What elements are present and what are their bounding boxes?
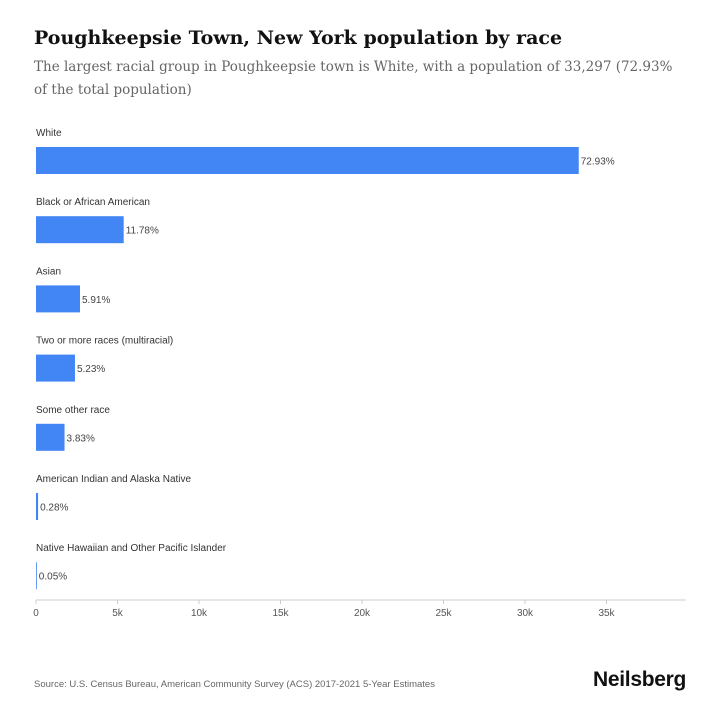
value-label: 0.05% xyxy=(39,572,67,583)
bar xyxy=(36,423,65,451)
brand-logo: Neilsberg xyxy=(593,668,686,691)
value-label: 5.91% xyxy=(82,295,110,306)
value-label: 5.23% xyxy=(77,364,105,375)
category-label: Some other race xyxy=(36,405,110,416)
value-label: 3.83% xyxy=(67,433,95,444)
x-tick-label: 30k xyxy=(517,608,534,619)
bar xyxy=(36,285,81,313)
value-label: 0.28% xyxy=(40,503,68,514)
category-label: White xyxy=(36,128,62,139)
x-tick-label: 35k xyxy=(598,608,615,619)
category-label: Two or more races (multiracial) xyxy=(36,336,173,347)
bar xyxy=(36,493,39,520)
x-tick-label: 5k xyxy=(112,608,124,619)
source-note: Source: U.S. Census Bureau, American Com… xyxy=(34,679,435,690)
bar xyxy=(36,562,37,590)
bars-layer: White 72.93% Black or African American 11.7… xyxy=(36,128,615,590)
bar xyxy=(36,147,579,174)
bar xyxy=(36,216,124,244)
x-tick-label: 10k xyxy=(191,608,208,619)
x-tick-label: 25k xyxy=(435,608,452,619)
category-label: American Indian and Alaska Native xyxy=(36,474,192,485)
x-tick-label: 20k xyxy=(354,608,371,619)
x-tick-label: 0 xyxy=(33,608,39,619)
category-label: Asian xyxy=(36,266,61,277)
x-tick-label: 15k xyxy=(272,608,289,619)
page-subtitle: The largest racial group in Poughkeepsie… xyxy=(34,59,673,98)
category-label: Native Hawaiian and Other Pacific Island… xyxy=(36,543,227,554)
value-label: 72.93% xyxy=(581,157,615,168)
bar xyxy=(36,354,75,382)
category-label: Black or African American xyxy=(36,197,150,208)
page-title: Poughkeepsie Town, New York population b… xyxy=(34,27,563,49)
x-axis: 0 5k 10k 15k 20k 25k 30k 35k xyxy=(33,599,686,619)
value-label: 11.78% xyxy=(126,226,159,237)
